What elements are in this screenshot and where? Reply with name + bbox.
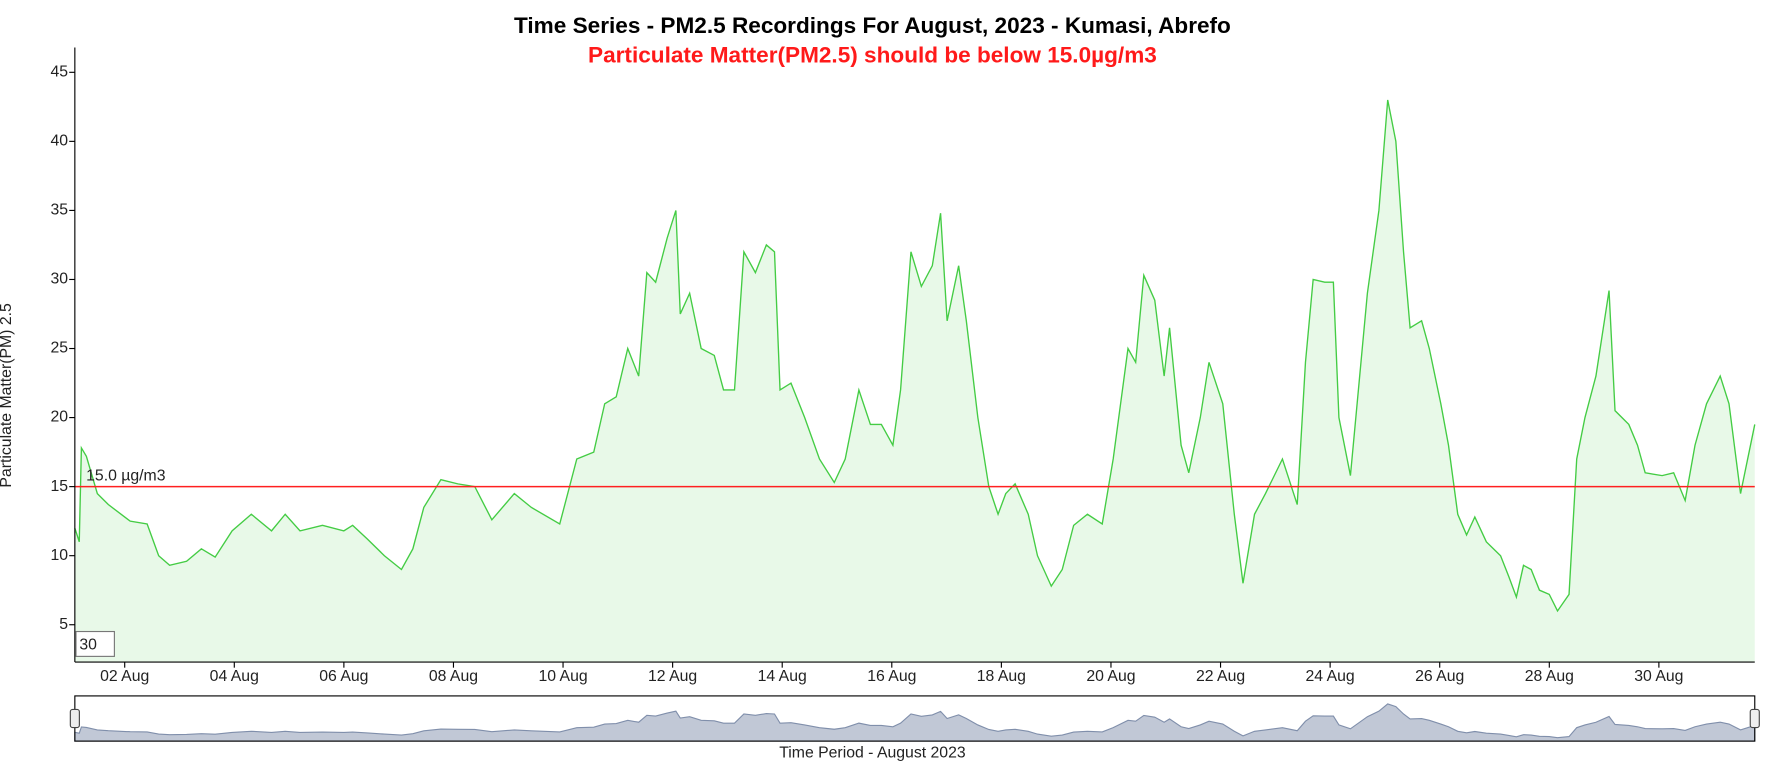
range-selector-area (74, 703, 1756, 742)
chart-title: Time Series - PM2.5 Recordings For Augus… (514, 13, 1231, 38)
y-tick-label: 35 (50, 202, 68, 219)
x-tick-label: 20 Aug (1086, 668, 1135, 685)
area (74, 99, 1755, 663)
line (74, 99, 1756, 613)
x-axis-label: Time Period - August 2023 (779, 745, 966, 762)
y-tick-label: 20 (50, 409, 68, 426)
threshold-label: 15.0 µg/m3 (86, 468, 166, 485)
y-tick-label: 15 (50, 478, 68, 495)
y-tick-label: 25 (50, 340, 68, 357)
x-tick-label: 06 Aug (319, 668, 368, 685)
x-tick-label: 08 Aug (429, 668, 478, 685)
x-tick-label: 04 Aug (210, 668, 259, 685)
y-tick-label: 30 (50, 271, 68, 288)
x-tick-label: 24 Aug (1306, 668, 1355, 685)
y-tick-label: 40 (50, 133, 68, 150)
x-tick-label: 30 Aug (1634, 668, 1683, 685)
x-tick-label: 12 Aug (648, 668, 697, 685)
y-axis-label: Particulate Matter(PM) 2.5 (0, 303, 15, 488)
x-tick-label: 26 Aug (1415, 668, 1464, 685)
x-tick-label: 14 Aug (758, 668, 807, 685)
range-handle[interactable] (1749, 708, 1760, 729)
range-handle[interactable] (69, 708, 80, 729)
roll-period[interactable]: 30 (79, 636, 97, 653)
x-tick-label: 02 Aug (100, 668, 149, 685)
y-tick-label: 10 (50, 547, 68, 564)
y-tick-label: 45 (50, 63, 68, 80)
x-tick-label: 22 Aug (1196, 668, 1245, 685)
y-tick-label: 5 (59, 616, 68, 633)
chart-subtitle: Particulate Matter(PM2.5) should be belo… (588, 42, 1157, 67)
x-tick-label: 18 Aug (977, 668, 1026, 685)
x-tick-label: 10 Aug (538, 668, 587, 685)
x-tick-label: 28 Aug (1525, 668, 1574, 685)
roll-period-box[interactable] (75, 630, 115, 657)
x-tick-label: 16 Aug (867, 668, 916, 685)
